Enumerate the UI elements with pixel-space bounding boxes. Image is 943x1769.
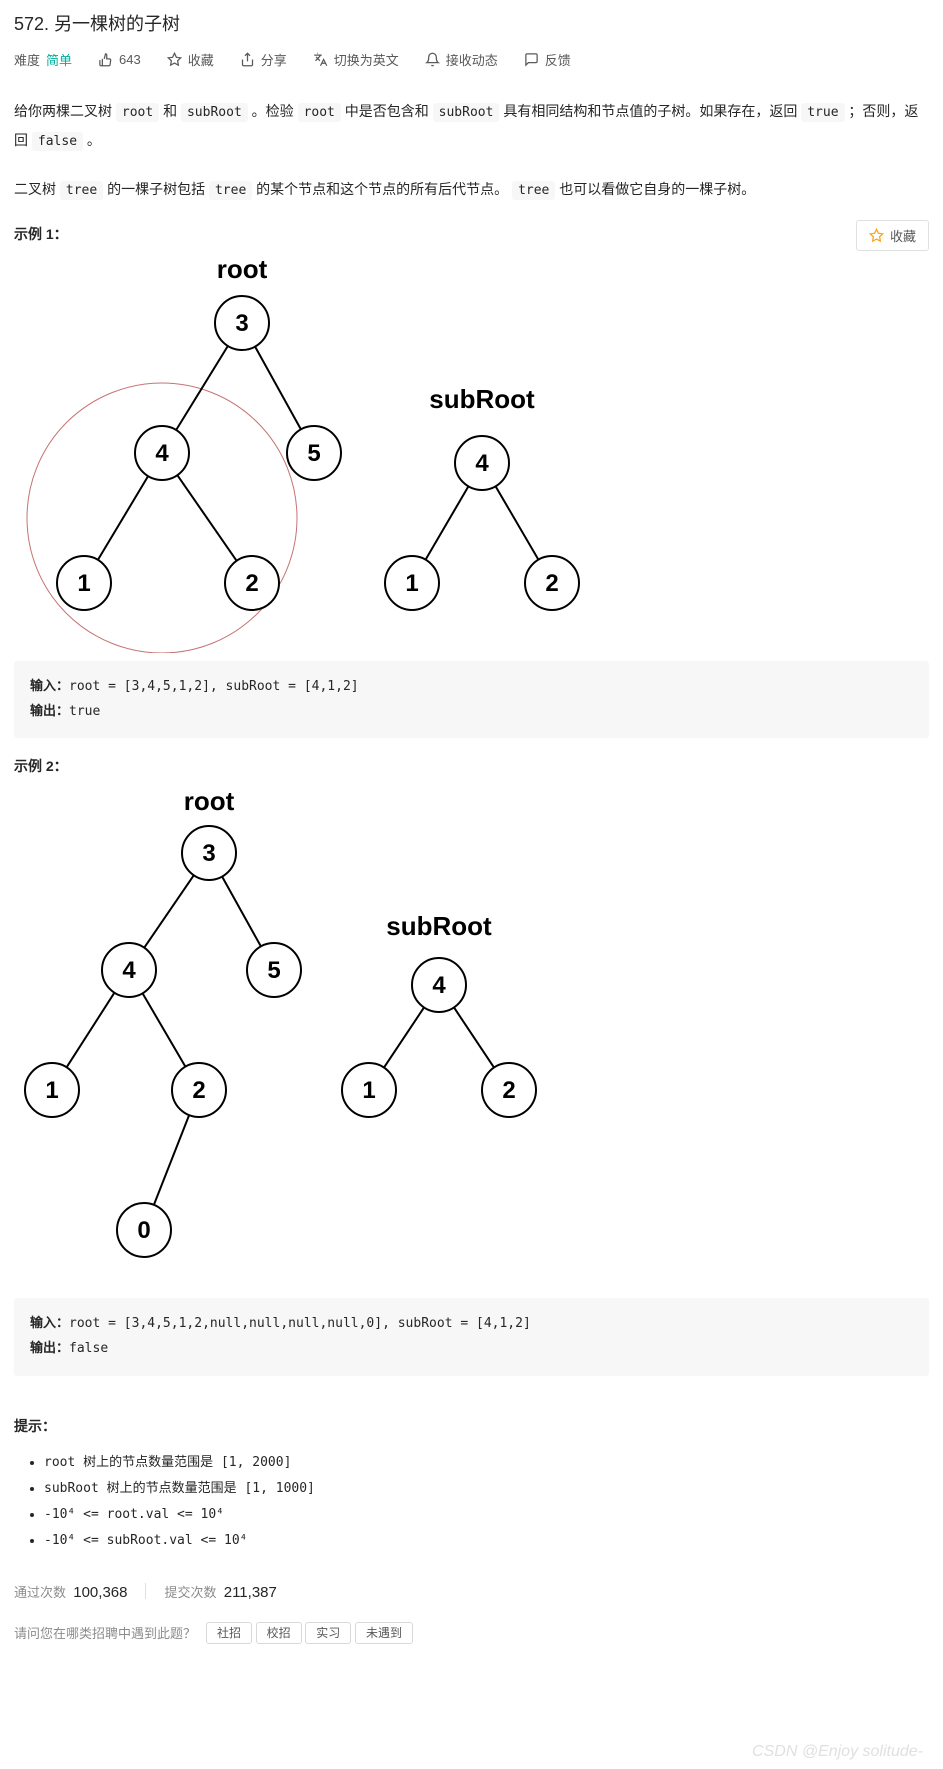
svg-text:5: 5 <box>307 440 320 467</box>
share-button[interactable]: 分享 <box>240 50 287 69</box>
star-icon <box>167 52 182 67</box>
footer-question: 请问您在哪类招聘中遇到此题？ <box>14 1623 196 1642</box>
svg-text:3: 3 <box>202 840 215 867</box>
recruit-tag-button[interactable]: 社招 <box>206 1622 252 1644</box>
svg-text:2: 2 <box>192 1077 205 1104</box>
svg-text:2: 2 <box>545 570 558 597</box>
svg-text:subRoot: subRoot <box>386 911 492 941</box>
hint-item: -10⁴ <= subRoot.val <= 10⁴ <box>44 1528 929 1554</box>
share-icon <box>240 52 255 67</box>
subscribe-button[interactable]: 接收动态 <box>425 50 498 69</box>
problem-number: 572. <box>14 14 49 34</box>
svg-text:2: 2 <box>502 1077 515 1104</box>
translate-icon <box>313 52 328 67</box>
svg-text:4: 4 <box>155 440 169 467</box>
hint-item: subRoot 树上的节点数量范围是 [1, 1000] <box>44 1476 929 1502</box>
translate-button[interactable]: 切换为英文 <box>313 50 399 69</box>
svg-text:5: 5 <box>267 957 280 984</box>
recruit-tag-button[interactable]: 未遇到 <box>355 1622 413 1644</box>
example-1-diagram: root subRoot 3 4 5 1 2 4 1 2 <box>14 258 614 653</box>
meta-bar: 难度 简单 643 收藏 分享 切换为英文 接收动态 反馈 <box>14 50 929 69</box>
description-1: 给你两棵二叉树 root 和 subRoot 。检验 root 中是否包含和 s… <box>14 97 929 155</box>
hints-list: root 树上的节点数量范围是 [1, 2000]subRoot 树上的节点数量… <box>14 1450 929 1554</box>
svg-text:2: 2 <box>245 570 258 597</box>
description-2: 二叉树 tree 的一棵子树包括 tree 的某个节点和这个节点的所有后代节点。… <box>14 175 929 204</box>
bell-icon <box>425 52 440 67</box>
svg-text:4: 4 <box>432 972 446 999</box>
feedback-button[interactable]: 反馈 <box>524 50 571 69</box>
svg-text:root: root <box>217 258 268 284</box>
favorite-box-button[interactable]: 收藏 <box>856 220 929 251</box>
svg-text:subRoot: subRoot <box>429 384 535 414</box>
feedback-icon <box>524 52 539 67</box>
problem-name: 另一棵树的子树 <box>54 14 180 34</box>
difficulty: 难度 简单 <box>14 50 72 69</box>
footer-row: 请问您在哪类招聘中遇到此题？ 社招 校招 实习 未遇到 <box>14 1623 929 1642</box>
svg-text:0: 0 <box>137 1217 150 1244</box>
svg-text:1: 1 <box>405 570 418 597</box>
svg-text:3: 3 <box>235 310 248 337</box>
example-1-io: 输入：root = [3,4,5,1,2], subRoot = [4,1,2]… <box>14 661 929 738</box>
hint-item: root 树上的节点数量范围是 [1, 2000] <box>44 1450 929 1476</box>
stats-row: 通过次数 100,368 提交次数 211,387 <box>14 1582 929 1601</box>
example-2-io: 输入：root = [3,4,5,1,2,null,null,null,null… <box>14 1298 929 1375</box>
problem-title: 572. 另一棵树的子树 <box>14 10 929 36</box>
star-icon <box>869 228 884 243</box>
favorite-button[interactable]: 收藏 <box>167 50 214 69</box>
example-2-diagram: root subRoot 3 4 5 1 2 0 4 1 2 <box>14 790 574 1290</box>
svg-text:1: 1 <box>362 1077 375 1104</box>
thumbs-up-icon <box>98 52 113 67</box>
recruit-tag-button[interactable]: 实习 <box>305 1622 351 1644</box>
example-1-label: 示例 1： <box>14 224 929 244</box>
svg-text:root: root <box>184 790 235 816</box>
svg-text:4: 4 <box>475 450 489 477</box>
like-button[interactable]: 643 <box>98 52 141 67</box>
svg-text:1: 1 <box>45 1077 58 1104</box>
svg-text:1: 1 <box>77 570 90 597</box>
divider <box>145 1583 146 1599</box>
svg-text:4: 4 <box>122 957 136 984</box>
recruit-tag-button[interactable]: 校招 <box>256 1622 302 1644</box>
example-2-label: 示例 2： <box>14 756 929 776</box>
hints-title: 提示： <box>14 1416 929 1436</box>
hint-item: -10⁴ <= root.val <= 10⁴ <box>44 1502 929 1528</box>
watermark: CSDN @Enjoy solitude- <box>752 1743 923 1761</box>
